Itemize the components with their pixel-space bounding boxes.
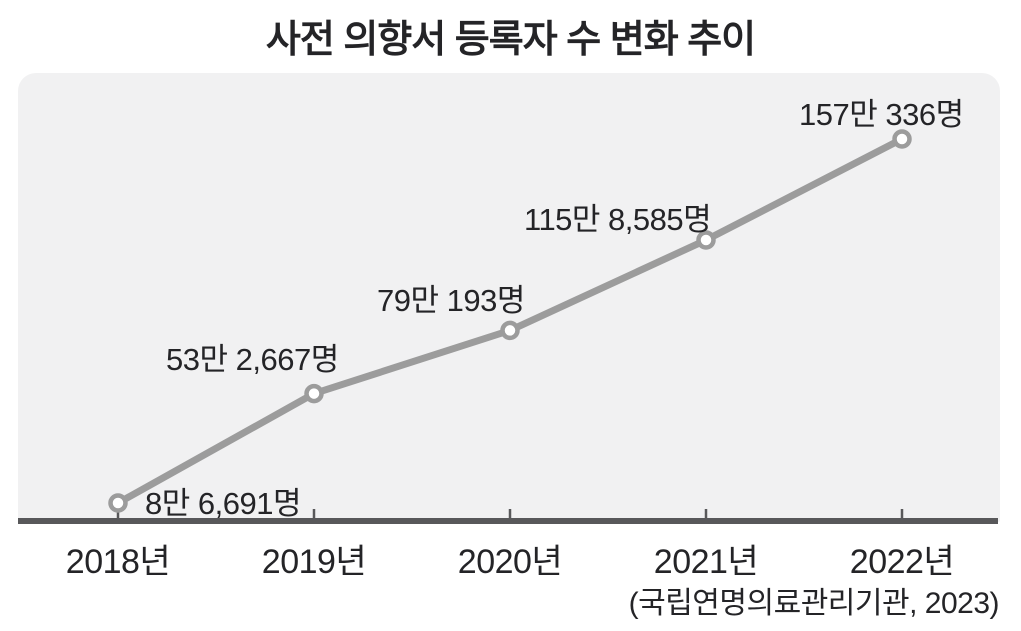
data-point-marker	[892, 129, 912, 149]
data-point-label-2019: 53만 2,667명	[166, 342, 339, 377]
x-axis-label-2022: 2022년	[849, 543, 955, 581]
source-citation: (국립연명의료관리기관, 2023)	[628, 587, 1000, 620]
data-point-label-2018: 8만 6,691명	[145, 486, 301, 521]
data-point-marker	[108, 493, 128, 513]
data-point-marker	[696, 230, 716, 250]
x-axis-label-2019: 2019년	[261, 543, 367, 581]
x-axis-label-2021: 2021년	[653, 543, 759, 581]
x-axis-label-2020: 2020년	[457, 543, 563, 581]
plot-area	[18, 73, 1000, 522]
data-point-label-2020: 79만 193명	[377, 283, 525, 318]
x-axis-label-2018: 2018년	[65, 543, 171, 581]
data-point-label-2022: 157만 336명	[799, 97, 964, 132]
chart-title: 사전 의향서 등록자 수 변화 추이	[265, 19, 756, 61]
data-point-marker	[500, 320, 520, 341]
data-point-label-2021: 115만 8,585명	[524, 202, 712, 237]
data-point-marker	[304, 383, 324, 404]
